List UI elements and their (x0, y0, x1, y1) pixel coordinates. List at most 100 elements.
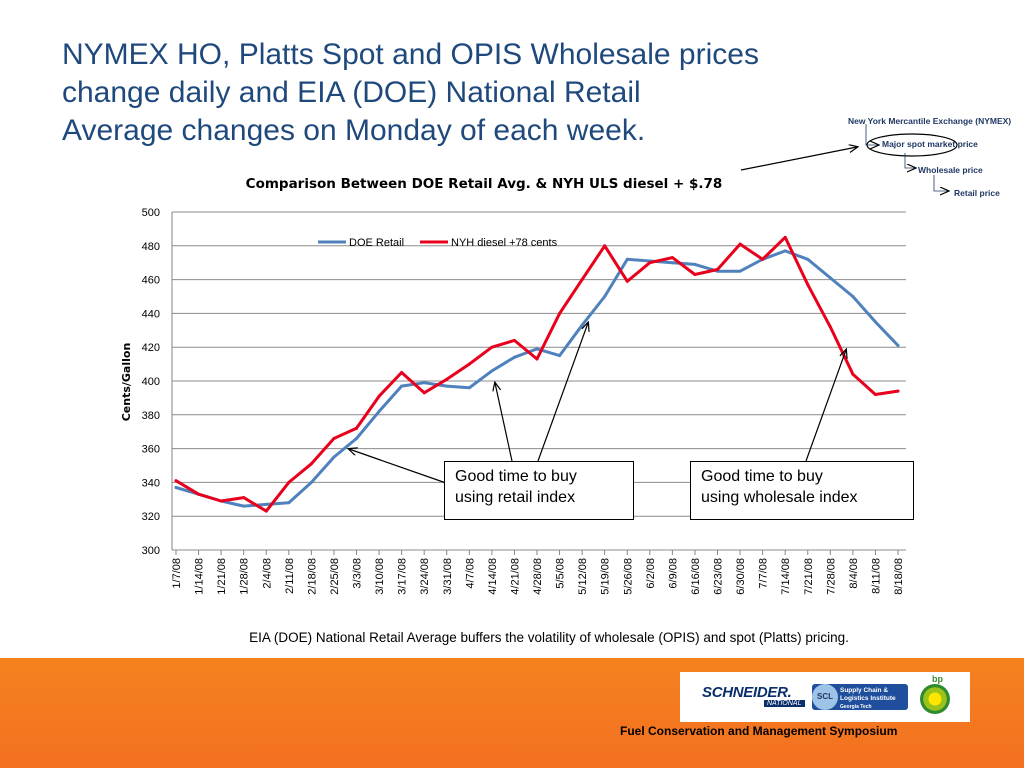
schneider-logo: SCHNEIDER. (702, 684, 792, 701)
x-tick-label: 5/19/08 (600, 558, 612, 595)
inset-spot-label: Major spot market price (882, 139, 978, 149)
data-point (535, 357, 539, 361)
y-tick-label: 300 (142, 545, 160, 557)
data-point (873, 393, 877, 397)
x-tick-label: 7/14/08 (780, 558, 792, 595)
x-tick-label: 7/7/08 (758, 558, 770, 589)
bp-helios-icon (920, 684, 950, 714)
x-tick-label: 8/18/08 (893, 558, 905, 595)
y-tick-label: 340 (142, 477, 160, 489)
data-point (422, 381, 426, 385)
slide-title-line-3: Average changes on Monday of each week. (62, 114, 646, 147)
data-point (603, 295, 607, 298)
y-axis-title: Cents/Gallon (120, 343, 133, 422)
arrow-inset (740, 147, 857, 171)
chart-axes: 300 320 340 360 380 400 420 440 460 480 500 1/7/08 1… (120, 207, 905, 595)
arrow-retail-2 (495, 383, 513, 462)
data-point (783, 235, 787, 239)
chart-title: Comparison Between DOE Retail Avg. & NYH… (245, 176, 723, 192)
data-point (603, 244, 607, 248)
x-tick-label: 6/2/08 (645, 558, 657, 589)
x-tick-label: 1/21/08 (216, 558, 228, 595)
data-point (512, 338, 516, 342)
callout-wholesale-line-1: Good time to buy (701, 468, 823, 485)
data-point (828, 325, 832, 329)
callout-retail-line-2: using retail index (455, 489, 576, 506)
inset-retail-label: Retail price (954, 188, 1000, 198)
x-tick-label: 4/14/08 (487, 558, 499, 595)
x-tick-label: 5/5/08 (555, 558, 567, 589)
data-point (580, 278, 584, 282)
data-point (558, 311, 562, 315)
data-point (174, 479, 178, 483)
data-point (467, 362, 471, 366)
y-tick-label: 460 (142, 275, 160, 287)
y-tick-label: 360 (142, 444, 160, 456)
data-point (828, 276, 832, 280)
legend-label: NYH diesel +78 cents (451, 237, 558, 249)
x-tick-label: 1/14/08 (194, 558, 206, 595)
y-tick-label: 500 (142, 207, 160, 219)
data-point (332, 436, 336, 440)
slide-title-line-2: change daily and EIA (DOE) National Reta… (62, 76, 641, 109)
data-point (355, 426, 358, 430)
x-tick-label: 1/7/08 (171, 558, 183, 589)
data-point (332, 455, 336, 459)
callout-wholesale: Good time to buy using wholesale index (690, 461, 914, 520)
x-tick-label: 2/18/08 (306, 558, 318, 595)
x-tick-label: 3/3/08 (352, 558, 364, 589)
data-point (219, 499, 223, 503)
data-point (896, 344, 900, 348)
data-point (693, 273, 697, 277)
price-hierarchy-inset: New York Mercantile Exchange (NYMEX) Maj… (840, 110, 1015, 205)
data-point (851, 295, 855, 298)
x-tick-label: 7/28/08 (825, 558, 837, 595)
data-point (580, 323, 584, 327)
y-tick-label: 480 (142, 241, 160, 253)
inset-nymex-label: New York Mercantile Exchange (NYMEX) (848, 116, 1012, 126)
data-point (648, 261, 652, 265)
y-tick-label: 440 (142, 308, 160, 320)
data-point (242, 504, 246, 508)
scl-logo-line-1: Supply Chain & (840, 687, 889, 694)
data-point (670, 261, 674, 265)
event-name: Fuel Conservation and Management Symposi… (620, 724, 898, 738)
y-tick-label: 400 (142, 376, 160, 388)
data-point (625, 257, 629, 261)
scl-logo-line-2: Logistics Institute (840, 695, 896, 702)
data-point (738, 242, 742, 246)
slide-title-line-1: NYMEX HO, Platts Spot and OPIS Wholesale… (62, 38, 759, 71)
data-point (783, 249, 787, 253)
x-tick-label: 5/26/08 (622, 558, 634, 595)
inset-connector (865, 124, 878, 145)
bp-logo-label: bp (932, 674, 943, 684)
x-tick-label: 6/9/08 (667, 558, 679, 589)
y-tick-label: 380 (142, 410, 160, 422)
x-tick-label: 8/11/08 (870, 558, 882, 594)
callout-arrows (349, 124, 958, 484)
y-tick-label: 420 (142, 342, 160, 354)
inset-connector (904, 153, 915, 168)
data-point (851, 372, 855, 376)
x-tick-label: 4/7/08 (464, 558, 476, 589)
callout-retail-line-1: Good time to buy (455, 468, 577, 485)
data-point (287, 480, 291, 484)
data-point (896, 389, 900, 393)
data-point (377, 394, 381, 398)
arrow-retail-1 (349, 449, 447, 484)
schneider-logo-subtitle: NATIONAL (764, 700, 805, 707)
data-point (445, 384, 449, 388)
data-point (400, 384, 404, 388)
x-tick-label: 3/10/08 (374, 558, 386, 595)
data-point (467, 386, 471, 390)
x-tick-label: 2/25/08 (329, 558, 341, 595)
inset-highlight-ellipse (866, 133, 958, 157)
scl-logo-line-3: Georgia Tech (840, 704, 872, 710)
slide-title: NYMEX HO, Platts Spot and OPIS Wholesale… (62, 36, 862, 150)
x-tick-label: 4/21/08 (509, 558, 521, 595)
x-tick-label: 8/4/08 (848, 558, 860, 589)
x-tick-label: 5/12/08 (577, 558, 589, 595)
arrow-retail-3 (537, 323, 588, 462)
data-point (377, 409, 381, 413)
data-point (693, 262, 697, 266)
